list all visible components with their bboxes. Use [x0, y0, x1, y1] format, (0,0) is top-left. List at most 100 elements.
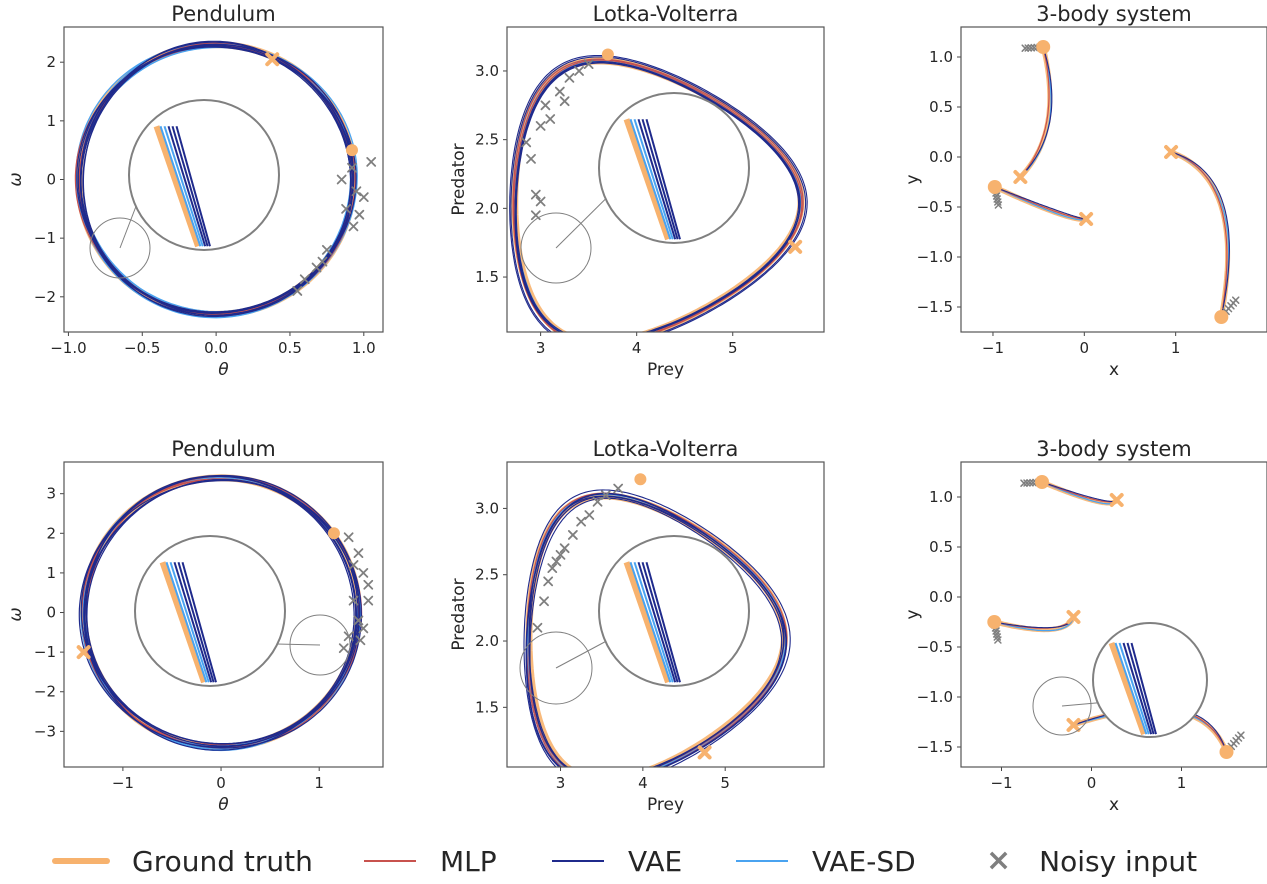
vae-line [641, 561, 679, 683]
noisy-input-marker [530, 189, 541, 200]
zoom-inset-circle [128, 99, 280, 251]
y-tick-label: −0.5 [917, 638, 953, 656]
ground-truth-line [153, 125, 201, 248]
noisy-input-marker [363, 579, 374, 590]
vae-line [509, 54, 808, 332]
y-tick-label: 3 [46, 485, 56, 503]
x-tick-label: 1.0 [352, 339, 376, 357]
vae-line [1130, 642, 1157, 735]
mlp-line [1019, 46, 1050, 178]
vae-line [514, 61, 801, 332]
noisy-input-marker [338, 643, 349, 654]
end-point-marker [265, 52, 280, 67]
start-point-marker [327, 527, 340, 540]
x-tick-label: 5 [720, 774, 730, 792]
start-point-marker [987, 180, 1002, 194]
noisy-input-marker [354, 209, 365, 220]
legend-item-ground-truth: Ground truth [52, 838, 313, 884]
zoom-source-circle [89, 217, 151, 279]
x-tick-label: −0.5 [124, 339, 160, 357]
noisy-input-marker [554, 86, 565, 97]
vae-line [173, 561, 213, 683]
noisy-input-marker [353, 548, 364, 559]
noisy-input-marker [567, 530, 578, 540]
noisy-input-marker [358, 568, 369, 578]
chart-title: Lotka-Volterra [593, 437, 739, 461]
noisy-input-marker [613, 483, 624, 494]
noisy-input-marker [532, 622, 543, 633]
zoom-inset-lines [1108, 641, 1157, 736]
noisy-input-marker [292, 286, 303, 296]
x-tick-label: −1 [982, 339, 1004, 357]
vae-line [510, 56, 807, 332]
zoom-inset-lines [623, 118, 681, 241]
x-axis-label: θ [218, 360, 229, 380]
noisy-input-marker [317, 256, 328, 267]
noisy-input-marker [363, 595, 374, 606]
panel-2: Lotka-Volterra Prey Predator 3 4 5 1.5 2.0 2.5 3.… [449, 2, 825, 380]
end-point-marker [1109, 493, 1124, 507]
y-tick-label: 1.5 [475, 268, 499, 286]
y-tick-label: −2 [34, 683, 56, 701]
legend-label: Ground truth [132, 844, 313, 878]
x-tick-label: 1 [314, 774, 324, 792]
start-point-marker [1036, 40, 1051, 54]
vae-line [77, 46, 357, 313]
y-tick-label: 3.0 [475, 62, 499, 80]
end-point-marker [1013, 170, 1028, 184]
ground-truth-line [623, 118, 671, 241]
vae-sd-line [169, 561, 210, 683]
noisy-input-marker [535, 196, 546, 207]
noisy-input-marker [343, 532, 354, 543]
panel-1: Pendulum θ ω −1.0 −0.5 0.0 0.5 1.0 −2 −1 0 1 2 [6, 2, 384, 380]
vae-line [641, 118, 679, 240]
panel-5: Lotka-Volterra Prey Predator 3 4 5 1.5 2.0 2.5 3.… [449, 437, 825, 815]
y-tick-label: −1 [34, 229, 56, 247]
noisy-input-marker [600, 490, 611, 501]
end-point-marker [788, 239, 803, 254]
y-axis-label: y [903, 174, 923, 184]
vae-line [994, 186, 1087, 220]
zoom-source-circle [1032, 676, 1092, 736]
vae-sd-line [629, 561, 672, 683]
ground-truth-line [1041, 479, 1119, 506]
x-tick-label: −1 [990, 774, 1012, 792]
legend-label: VAE [628, 844, 683, 878]
zoom-connector [1061, 702, 1099, 707]
noisy-input-marker [358, 192, 369, 202]
noisy-input-marker [341, 203, 351, 214]
chart-title: 3-body system [1036, 437, 1191, 461]
start-point-marker [601, 48, 614, 61]
axes-frame [960, 26, 1267, 333]
ground-truth-line [159, 561, 207, 684]
end-point-marker [1066, 610, 1081, 624]
noisy-input-marker [994, 636, 1002, 644]
legend-item-vae-sd: VAE-SD [736, 838, 916, 884]
zoom-inset-circle [598, 92, 750, 244]
axes-frame [63, 461, 384, 768]
noisy-input-marker [555, 549, 566, 560]
noisy-input-marker [535, 121, 546, 131]
panel-4: Pendulum θ ω −1 0 1 −3 −2 −1 0 1 2 3 [6, 437, 384, 815]
y-tick-label: −1.5 [917, 298, 953, 316]
vae-line [171, 125, 209, 247]
noisy-input-marker [1021, 44, 1029, 52]
noisy-input-marker [358, 623, 369, 634]
zoom-inset-lines [623, 561, 681, 684]
x-tick-label: 0.0 [204, 339, 228, 357]
zoom-inset-lines [159, 561, 217, 684]
noisy-input-marker [994, 201, 1003, 209]
noisy-input-marker [321, 244, 332, 255]
panel-6: 3-body system x y −1 0 1 −1.5 −1.0 −0.5 0.0 0.5 1.0 [903, 437, 1267, 815]
zoom-source-circle [289, 614, 351, 676]
y-tick-label: 2.5 [475, 131, 499, 149]
noisy-input-marker [1237, 731, 1245, 739]
y-tick-label: 1.5 [475, 698, 499, 716]
noisy-input-marker [348, 560, 359, 570]
noisy-input-marker [348, 595, 359, 606]
vae-sd-line [994, 616, 1075, 632]
vae-sd-line [159, 125, 202, 247]
y-tick-label: −2 [34, 288, 56, 306]
x-axis-label: Prey [647, 795, 684, 815]
noisy-input-marker-icon: × [986, 843, 1012, 878]
